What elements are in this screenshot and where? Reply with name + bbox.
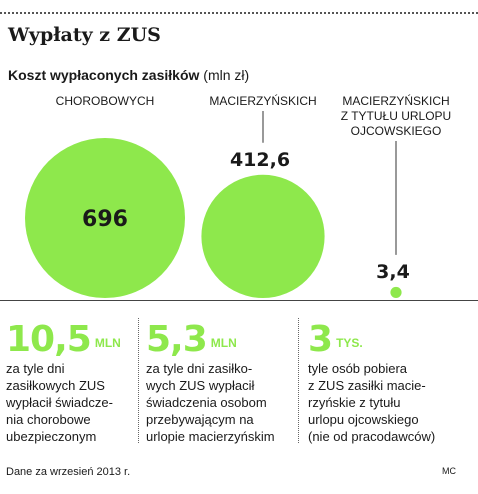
chart-subtitle: Koszt wypłaconych zasiłków (mln zł) <box>8 67 249 83</box>
category-label-3: MACIERZYŃSKICH <box>342 93 449 108</box>
category-label-2: MACIERZYŃSKICH <box>209 93 316 108</box>
separator-1 <box>138 318 139 443</box>
stat-unit-3: TYS. <box>336 336 363 350</box>
stat-number-1: 10,5 <box>6 319 92 360</box>
author-credit: MC <box>442 466 456 476</box>
stat-unit-2: MLN <box>210 336 237 350</box>
bubble-2 <box>201 174 325 298</box>
stat-number-3: 3 <box>308 319 333 360</box>
value-label-2: 412,6 <box>230 149 290 171</box>
stat-desc-3: tyle osób pobiera z ZUS zasiłki macie- r… <box>308 361 436 444</box>
divider <box>0 300 478 301</box>
stat-desc-2: za tyle dni zasiłko- wych ZUS wypłacił ś… <box>146 361 275 444</box>
stat-block-2: 5,3 MLN za tyle dni zasiłko- wych ZUS wyp… <box>146 322 275 445</box>
value-label-3: 3,4 <box>376 261 410 283</box>
separator-2 <box>298 318 299 443</box>
page-title: Wypłaty z ZUS <box>8 24 161 46</box>
source-note: Dane za wrzesień 2013 r. <box>6 466 131 478</box>
top-rule <box>0 12 478 14</box>
stat-number-2: 5,3 <box>146 319 208 360</box>
subtitle-text: Koszt wypłaconych zasiłków <box>8 67 200 83</box>
bubble-chart: CHOROBOWYCH 696 MACIERZYŃSKICH 412,6 MACIERZ… <box>25 93 451 298</box>
bubble-1 <box>25 138 185 298</box>
value-label-1: 696 <box>82 207 128 232</box>
stat-desc-1: za tyle dni zasiłkowych ZUS wypłacił świ… <box>6 361 113 444</box>
category-label-1: CHOROBOWYCH <box>56 94 155 108</box>
stat-unit-1: MLN <box>94 336 121 350</box>
category-label-3: OJCOWSKIEGO <box>351 124 442 138</box>
category-label-3: Z TYTUŁU URLOPU <box>341 109 451 123</box>
subtitle-unit: (mln zł) <box>203 67 250 83</box>
stat-block-1: 10,5 MLN za tyle dni zasiłkowych ZUS wypł… <box>6 322 121 445</box>
bubble-3 <box>390 286 402 298</box>
stat-block-3: 3 TYS. tyle osób pobiera z ZUS zasiłki ma… <box>308 322 435 445</box>
